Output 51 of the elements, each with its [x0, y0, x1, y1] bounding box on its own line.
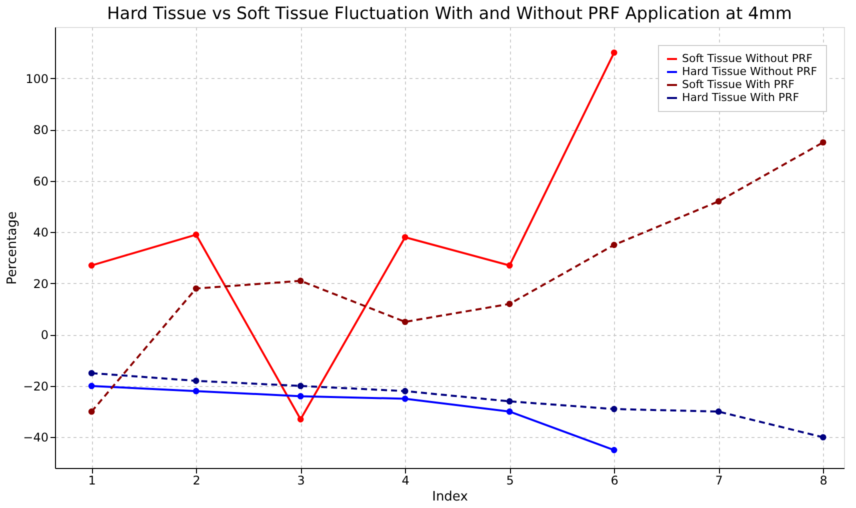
point [297, 278, 304, 284]
x-tick-label: 7 [715, 474, 723, 488]
x-tick-label: 5 [506, 474, 514, 488]
point [88, 262, 95, 269]
point [88, 408, 95, 415]
point [402, 318, 408, 326]
y-tick-label: 100 [26, 72, 48, 86]
x-tick-label: 4 [402, 474, 410, 488]
point [88, 370, 95, 376]
chart-title: Hard Tissue vs Soft Tissue Fluctuation With and Without PRF Application at 4mm [107, 4, 792, 24]
y-tick-label: −40 [23, 430, 48, 445]
x-tick-label: 3 [297, 474, 305, 488]
point [402, 388, 408, 394]
point [402, 234, 408, 240]
point [506, 398, 513, 404]
y-tick-label: −20 [23, 379, 48, 394]
y-tick-label: 40 [33, 226, 48, 240]
point [610, 446, 618, 454]
point [715, 198, 722, 205]
y-tick-label: 0 [40, 328, 48, 342]
y-tick-label: 20 [33, 276, 48, 291]
point [820, 434, 826, 440]
x-tick-label: 2 [192, 474, 200, 488]
x-tick-label: 6 [610, 474, 618, 488]
point [192, 232, 200, 238]
point [506, 262, 513, 269]
point [820, 139, 826, 146]
point [297, 416, 304, 422]
x-tick-label: 8 [820, 474, 828, 488]
point [610, 49, 618, 56]
x-axis-title: Index [432, 490, 468, 504]
legend-label: Soft Tissue Without PRF [682, 52, 812, 65]
point [192, 378, 200, 384]
legend-label: Hard Tissue With PRF [682, 91, 800, 104]
legend-label: Soft Tissue With PRF [682, 78, 794, 91]
point [402, 396, 408, 402]
point [610, 406, 618, 412]
y-tick-label: 80 [33, 123, 48, 138]
point [297, 382, 304, 390]
point [610, 242, 618, 248]
point [192, 285, 200, 292]
y-axis-title: Percentage [5, 211, 20, 285]
point [297, 393, 304, 400]
y-tick-label: 60 [33, 174, 48, 188]
point [715, 408, 722, 415]
point [192, 388, 200, 394]
point [506, 408, 513, 415]
x-tick-label: 1 [88, 474, 96, 488]
point [88, 382, 95, 390]
legend-label: Hard Tissue Without PRF [682, 65, 818, 78]
point [506, 300, 513, 308]
